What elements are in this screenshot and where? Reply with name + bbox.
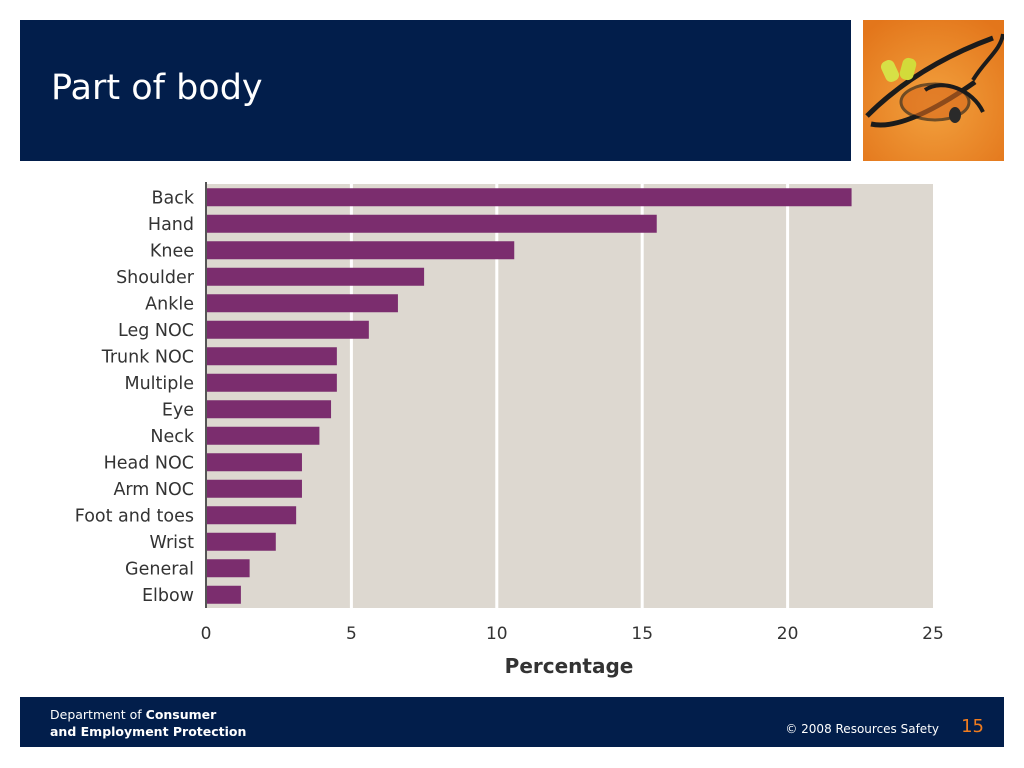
bar-multiple xyxy=(206,373,337,392)
department-bold-1: Consumer xyxy=(145,707,217,722)
bar-eye xyxy=(206,400,332,419)
bar-wrist xyxy=(206,532,276,551)
category-label: Trunk NOC xyxy=(101,347,194,367)
bar-head-noc xyxy=(206,453,302,472)
title-bar: Part of body xyxy=(20,20,851,161)
category-label: Ankle xyxy=(145,294,194,314)
category-label: Foot and toes xyxy=(75,506,194,526)
bars xyxy=(206,188,852,604)
safety-glasses-photo xyxy=(863,20,1004,161)
slide-title: Part of body xyxy=(51,68,263,108)
category-label: Arm NOC xyxy=(113,480,194,500)
category-label: Wrist xyxy=(149,533,194,553)
x-tick-label: 15 xyxy=(631,624,653,644)
category-label: General xyxy=(125,559,194,579)
category-label: Elbow xyxy=(142,586,194,606)
bar-general xyxy=(206,559,250,578)
category-label: Leg NOC xyxy=(118,321,194,341)
bar-leg-noc xyxy=(206,320,369,339)
x-tick-labels: 0 5 10 15 20 25 xyxy=(201,624,944,644)
copyright-notice: © 2008 Resources Safety xyxy=(785,722,939,736)
bar-chart: Back Hand Knee Shoulder Ankle Leg NOC Trunk NO… xyxy=(75,182,944,678)
x-tick-label: 10 xyxy=(486,624,508,644)
page-number: 15 xyxy=(961,716,984,737)
category-label: Back xyxy=(152,188,195,208)
bar-arm-noc xyxy=(206,479,302,498)
category-label: Multiple xyxy=(124,374,194,394)
department-prefix: Department of xyxy=(50,707,146,722)
x-tick-label: 25 xyxy=(922,624,944,644)
x-axis-label: Percentage xyxy=(505,654,634,678)
bar-elbow xyxy=(206,585,241,604)
x-tick-label: 5 xyxy=(346,624,357,644)
department-bold-2: and Employment Protection xyxy=(50,724,247,739)
bar-shoulder xyxy=(206,267,425,286)
category-label: Head NOC xyxy=(104,453,194,473)
bar-back xyxy=(206,188,852,207)
bar-hand xyxy=(206,214,657,233)
category-labels: Back Hand Knee Shoulder Ankle Leg NOC Trunk NO… xyxy=(75,188,195,606)
x-tick-label: 0 xyxy=(201,624,212,644)
bar-knee xyxy=(206,241,515,260)
category-label: Eye xyxy=(162,400,194,420)
x-tick-label: 20 xyxy=(777,624,799,644)
safety-glasses-and-earplugs-icon xyxy=(863,20,1004,161)
bar-trunk-noc xyxy=(206,347,337,366)
department-name: Department of Consumer and Employment Pr… xyxy=(50,706,246,740)
footer-bar: Department of Consumer and Employment Pr… xyxy=(20,697,1004,747)
bar-neck xyxy=(206,426,320,445)
bar-foot-and-toes xyxy=(206,506,297,525)
category-label: Neck xyxy=(150,427,194,447)
category-label: Hand xyxy=(148,215,194,235)
category-label: Shoulder xyxy=(116,268,195,288)
category-label: Knee xyxy=(150,241,194,261)
bar-ankle xyxy=(206,294,398,313)
